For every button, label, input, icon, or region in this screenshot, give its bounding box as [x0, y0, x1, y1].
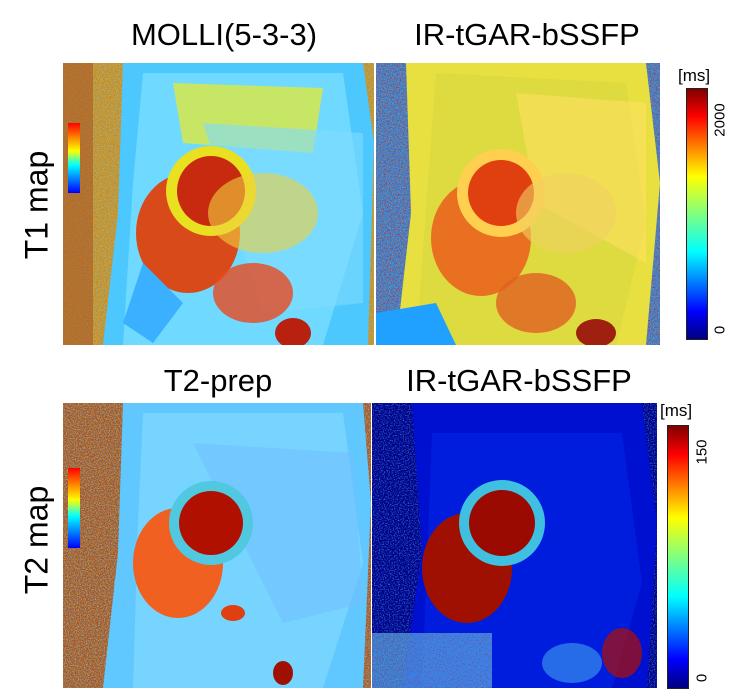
title-ir-tgar-t1: IR-tGAR-bSSFP	[414, 17, 640, 52]
t1-irtgar-map-image	[376, 63, 660, 345]
row-label-t1: T1 map	[18, 150, 55, 260]
t1-colorbar-min-label: 0	[711, 325, 729, 335]
t1-colorbar	[686, 88, 708, 340]
t1-colorbar-unit: [ms]	[678, 66, 711, 85]
t1-molli-map-image	[63, 63, 374, 345]
t2-colorbar-unit: [ms]	[660, 401, 693, 420]
title-molli: MOLLI(5-3-3)	[130, 17, 318, 52]
t2-irtgar-map-image	[372, 403, 657, 688]
t2-colorbar	[667, 425, 689, 689]
t1-colorbar-max-label: 2000	[711, 103, 729, 137]
t2-colorbar-max-label: 150	[693, 439, 711, 465]
row-label-t2: T2 map	[18, 485, 55, 595]
t2-colorbar-min-label: 0	[693, 673, 711, 683]
t2-prep-map-image	[63, 403, 371, 688]
title-t2prep: T2-prep	[163, 363, 273, 398]
title-ir-tgar-t2: IR-tGAR-bSSFP	[406, 363, 632, 398]
